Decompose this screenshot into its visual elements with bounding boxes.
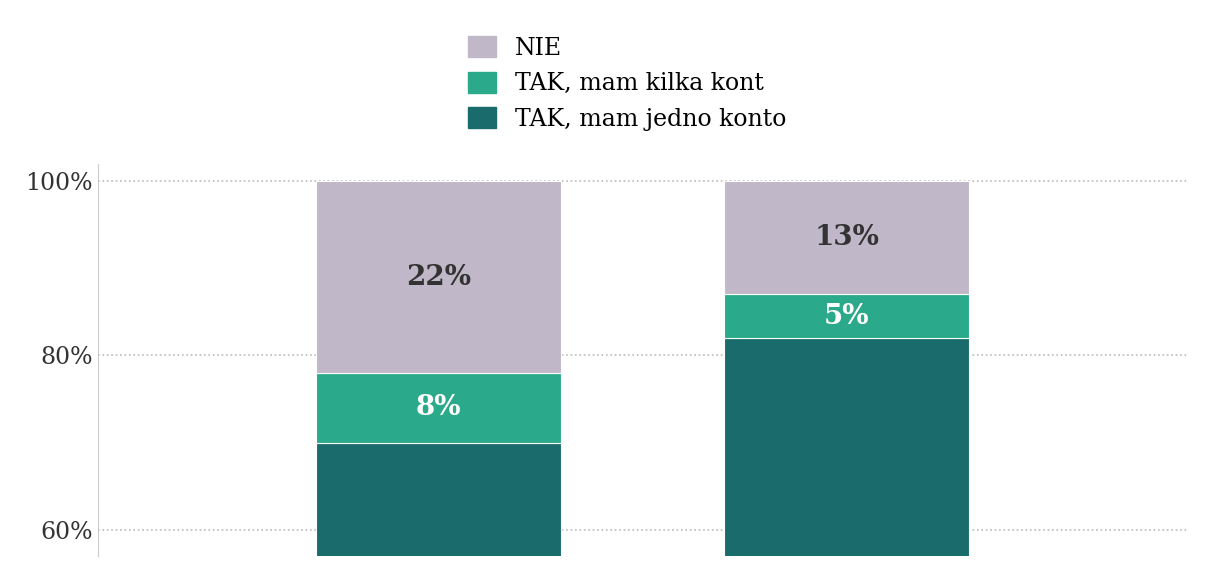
- Bar: [725, 181, 969, 294]
- Bar: [316, 442, 561, 585]
- Text: 5%: 5%: [824, 302, 869, 330]
- Legend: NIE, TAK, mam kilka kont, TAK, mam jedno konto: NIE, TAK, mam kilka kont, TAK, mam jedno…: [458, 27, 796, 140]
- Bar: [316, 373, 561, 442]
- Text: 8%: 8%: [416, 394, 461, 421]
- Text: 13%: 13%: [814, 224, 879, 252]
- Bar: [725, 294, 969, 338]
- Text: 22%: 22%: [406, 263, 471, 291]
- Bar: [316, 181, 561, 373]
- Bar: [725, 338, 969, 585]
